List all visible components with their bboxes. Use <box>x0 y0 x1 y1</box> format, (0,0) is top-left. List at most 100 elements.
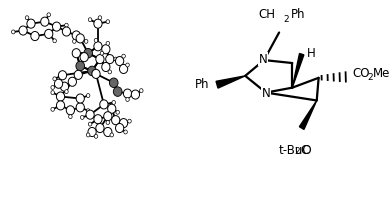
Ellipse shape <box>122 54 125 58</box>
Ellipse shape <box>84 48 93 58</box>
Ellipse shape <box>45 29 53 38</box>
Ellipse shape <box>88 122 92 126</box>
Ellipse shape <box>96 124 104 133</box>
Ellipse shape <box>108 70 112 74</box>
Ellipse shape <box>116 57 124 66</box>
Ellipse shape <box>69 115 72 119</box>
Ellipse shape <box>80 53 88 62</box>
Ellipse shape <box>94 134 98 138</box>
Text: 2: 2 <box>283 15 289 24</box>
Polygon shape <box>216 76 245 88</box>
Ellipse shape <box>74 70 82 79</box>
Ellipse shape <box>109 78 118 87</box>
Ellipse shape <box>25 16 29 20</box>
Ellipse shape <box>131 90 140 99</box>
Ellipse shape <box>73 39 76 43</box>
Text: 2: 2 <box>367 73 373 82</box>
Ellipse shape <box>100 100 108 109</box>
Ellipse shape <box>94 19 102 28</box>
Ellipse shape <box>65 23 68 27</box>
Ellipse shape <box>113 87 122 96</box>
Text: CO: CO <box>352 67 370 80</box>
Ellipse shape <box>65 90 68 94</box>
Ellipse shape <box>76 94 84 103</box>
Ellipse shape <box>51 85 54 89</box>
Ellipse shape <box>108 104 116 113</box>
Ellipse shape <box>56 101 65 110</box>
Ellipse shape <box>102 45 110 54</box>
Ellipse shape <box>84 39 88 43</box>
Ellipse shape <box>72 31 80 40</box>
Ellipse shape <box>68 77 76 86</box>
Ellipse shape <box>58 71 67 80</box>
Ellipse shape <box>27 19 35 28</box>
Ellipse shape <box>106 41 110 45</box>
Ellipse shape <box>104 127 112 137</box>
Ellipse shape <box>88 66 96 76</box>
Text: 2: 2 <box>294 147 300 156</box>
Ellipse shape <box>92 69 100 78</box>
Ellipse shape <box>47 13 51 17</box>
Text: H: H <box>307 47 315 60</box>
Polygon shape <box>299 100 317 129</box>
Ellipse shape <box>114 57 118 61</box>
Ellipse shape <box>106 20 110 24</box>
Polygon shape <box>292 54 304 88</box>
Ellipse shape <box>106 121 110 125</box>
Ellipse shape <box>86 133 90 137</box>
Ellipse shape <box>112 116 120 125</box>
Ellipse shape <box>86 110 94 119</box>
Ellipse shape <box>76 34 84 43</box>
Ellipse shape <box>53 39 56 43</box>
Ellipse shape <box>126 98 129 101</box>
Ellipse shape <box>72 49 80 58</box>
Ellipse shape <box>80 115 84 119</box>
Ellipse shape <box>53 77 56 81</box>
Ellipse shape <box>140 89 143 93</box>
Ellipse shape <box>120 119 128 128</box>
Ellipse shape <box>94 38 98 42</box>
Ellipse shape <box>62 27 71 36</box>
Ellipse shape <box>112 100 116 104</box>
Ellipse shape <box>102 62 110 72</box>
Ellipse shape <box>54 79 63 88</box>
Ellipse shape <box>86 94 90 98</box>
Ellipse shape <box>116 124 124 133</box>
Text: C: C <box>300 144 309 157</box>
Ellipse shape <box>124 130 127 134</box>
Ellipse shape <box>88 18 92 22</box>
Ellipse shape <box>94 42 102 51</box>
Ellipse shape <box>88 127 96 137</box>
Ellipse shape <box>60 82 69 91</box>
Ellipse shape <box>100 51 103 55</box>
Ellipse shape <box>31 32 39 41</box>
Ellipse shape <box>128 119 131 123</box>
Ellipse shape <box>11 30 15 34</box>
Ellipse shape <box>98 16 102 20</box>
Text: N: N <box>259 53 267 66</box>
Ellipse shape <box>126 63 129 67</box>
Ellipse shape <box>41 17 49 26</box>
Ellipse shape <box>19 26 27 35</box>
Ellipse shape <box>66 106 74 115</box>
Text: CH: CH <box>258 8 275 21</box>
Ellipse shape <box>76 61 85 71</box>
Ellipse shape <box>123 89 132 98</box>
Ellipse shape <box>51 107 54 111</box>
Ellipse shape <box>104 112 112 121</box>
Ellipse shape <box>86 109 90 113</box>
Ellipse shape <box>116 110 120 114</box>
Ellipse shape <box>120 64 128 73</box>
Ellipse shape <box>94 115 102 124</box>
Ellipse shape <box>110 133 114 137</box>
Ellipse shape <box>106 55 114 64</box>
Text: Ph: Ph <box>195 78 209 91</box>
Ellipse shape <box>56 92 65 101</box>
Ellipse shape <box>51 91 54 95</box>
Text: Ph: Ph <box>291 8 306 21</box>
Text: t-BuO: t-BuO <box>279 144 313 157</box>
Ellipse shape <box>96 55 104 64</box>
Text: N: N <box>261 87 270 100</box>
Ellipse shape <box>76 103 84 112</box>
Text: Me: Me <box>373 67 390 80</box>
